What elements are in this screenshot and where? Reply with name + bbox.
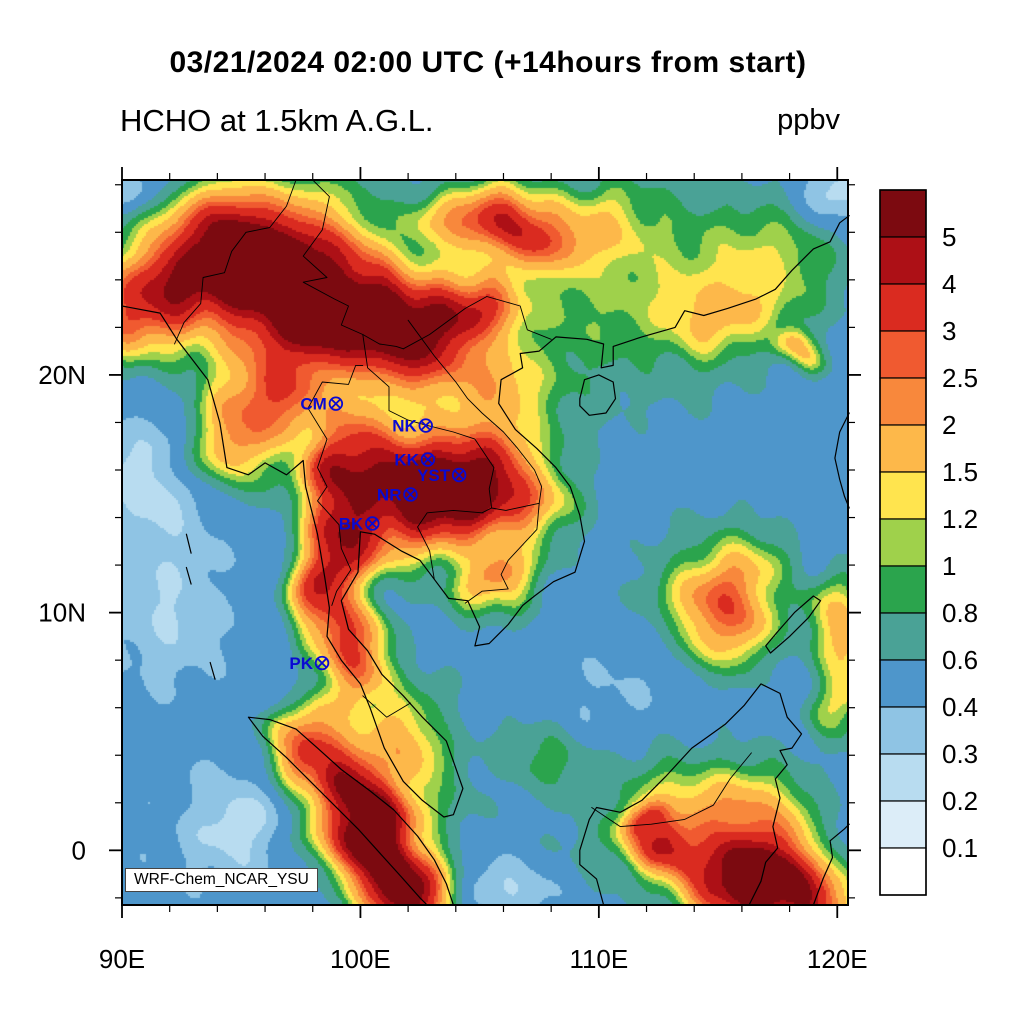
- colorbar-swatch: [879, 471, 927, 520]
- station-marker-icon: [367, 518, 378, 529]
- colorbar-swatch: [879, 283, 927, 332]
- vietnam-laos-border: [407, 319, 543, 504]
- mainland-coast: [121, 215, 850, 818]
- station-label: PK: [289, 654, 313, 673]
- thailand-cambodia-border: [417, 526, 435, 580]
- colorbar-swatch: [879, 753, 927, 802]
- station-marker-icon: [418, 418, 433, 433]
- colorbar-tick-label: 4: [942, 269, 956, 299]
- colorbar-swatch: [879, 330, 927, 379]
- y-axis-label: 10N: [38, 598, 86, 628]
- colorbar-tick-label: 0.1: [942, 833, 978, 863]
- myanmar-china-border: [302, 179, 404, 350]
- colorbar-swatch: [879, 236, 927, 285]
- luzon-coast: [834, 412, 850, 509]
- station-marker-icon: [454, 470, 464, 480]
- colorbar-outline: [879, 189, 927, 896]
- station-marker-icon: [328, 396, 344, 411]
- colorbar-tick-label: 0.2: [942, 786, 978, 816]
- y-axis-label: 0: [72, 835, 86, 865]
- station-marker-icon: [403, 487, 418, 502]
- station-label: NR: [377, 485, 402, 504]
- colorbar-tick-label: 3: [942, 316, 956, 346]
- map-frame: [121, 179, 849, 906]
- colorbar-swatch: [879, 706, 927, 755]
- sulawesi-coast: [812, 823, 850, 906]
- station-label: BK: [339, 514, 364, 533]
- plot-datetime-title: 03/21/2024 02:00 UTC (+14hours from star…: [169, 46, 807, 79]
- colorbar-swatch: [879, 847, 927, 896]
- colorbar-swatch: [879, 424, 927, 473]
- colorbar-tick-label: 2: [942, 410, 956, 440]
- station-marker-icon: [420, 452, 436, 467]
- station-marker-icon: [317, 658, 327, 668]
- colorbar-swatch: [879, 800, 927, 849]
- x-axis-label: 120E: [807, 944, 868, 974]
- model-config-label: WRF-Chem_NCAR_YSU: [125, 868, 318, 892]
- borneo-malaysia-indonesia-border: [591, 752, 752, 828]
- colorbar-tick-label: 5: [942, 222, 956, 252]
- andaman-islands-south: [185, 566, 192, 585]
- colorbar-tick-label: 1.5: [942, 457, 978, 487]
- colorbar-tick-label: 2.5: [942, 363, 978, 393]
- borneo-coast: [579, 683, 803, 906]
- station-marker-icon: [421, 420, 431, 431]
- colorbar-tick-label: 1.2: [942, 504, 978, 534]
- colorbar-swatch: [879, 565, 927, 614]
- colorbar-swatch: [879, 518, 927, 567]
- station-label: NK: [392, 417, 417, 436]
- colorbar-swatch: [879, 189, 927, 238]
- china-vietnam-border: [402, 296, 552, 350]
- hainan-coast: [579, 374, 617, 416]
- india-myanmar-border: [174, 179, 297, 345]
- station-label: KK: [394, 451, 419, 470]
- colorbar-tick-label: 0.8: [942, 598, 978, 628]
- x-axis-label: 90E: [99, 944, 145, 974]
- station-marker-icon: [423, 454, 433, 465]
- colorbar-tick-label: 0.6: [942, 645, 978, 675]
- colorbar-tick-label: 0.4: [942, 692, 978, 722]
- palawan-coast: [765, 595, 822, 654]
- station-marker-icon: [405, 489, 416, 500]
- station-marker-icon: [451, 467, 467, 483]
- station-marker-icon: [314, 655, 330, 671]
- thailand-myanmar-border: [307, 364, 364, 606]
- cambodia-vietnam-border: [464, 502, 540, 604]
- station-label: YST: [417, 466, 451, 485]
- colorbar-swatch: [879, 612, 927, 661]
- y-axis-label: 20N: [38, 360, 86, 390]
- units-label: ppbv: [777, 104, 840, 136]
- x-axis-label: 110E: [569, 944, 628, 974]
- colorbar-swatch: [879, 659, 927, 708]
- cambodia-north-border: [417, 502, 540, 528]
- plot-variable-title: HCHO at 1.5km A.G.L.: [120, 103, 434, 138]
- x-axis-label: 100E: [330, 944, 391, 974]
- andaman-islands: [185, 533, 192, 554]
- station-marker-icon: [365, 516, 380, 531]
- malaysia-thailand-border: [362, 695, 411, 718]
- nicobar-islands: [209, 661, 216, 680]
- colorbar-swatch: [879, 377, 927, 426]
- colorbar-tick-label: 1: [942, 551, 956, 581]
- station-marker-icon: [331, 398, 341, 409]
- colorbar-tick-label: 0.3: [942, 739, 978, 769]
- station-label: CM: [300, 395, 326, 414]
